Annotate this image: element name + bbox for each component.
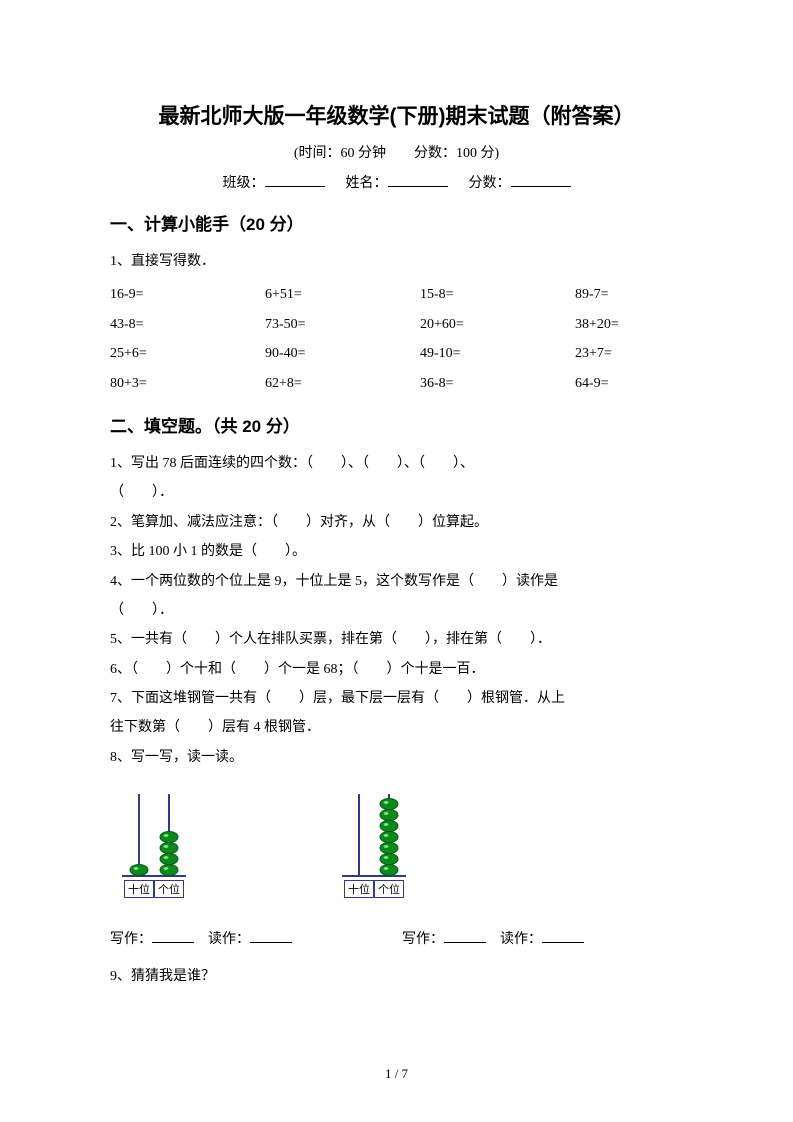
s2-q7b: 往下数第（ ）层有 4 根钢管． bbox=[110, 713, 683, 742]
name-blank bbox=[388, 172, 448, 187]
calc-cell: 64-9= bbox=[575, 369, 683, 398]
s1-q1-label: 1、直接写得数． bbox=[110, 247, 683, 276]
calc-cell: 38+20= bbox=[575, 310, 683, 339]
calc-cell: 25+6= bbox=[110, 339, 265, 368]
s2-q9: 9、猜猜我是谁？ bbox=[110, 962, 683, 991]
calc-cell: 43-8= bbox=[110, 310, 265, 339]
calc-cell: 62+8= bbox=[265, 369, 420, 398]
read-label: 读作： bbox=[208, 932, 250, 947]
s2-q7a: 7、下面这堆钢管一共有（ ）层，最下层一层有（ ）根钢管．从上 bbox=[110, 684, 683, 713]
calc-cell: 36-8= bbox=[420, 369, 575, 398]
info-line: 班级： 姓名： 分数： bbox=[110, 172, 683, 192]
calc-cell: 20+60= bbox=[420, 310, 575, 339]
read-blank bbox=[250, 928, 292, 943]
class-blank bbox=[265, 172, 325, 187]
calc-cell: 73-50= bbox=[265, 310, 420, 339]
write-blank bbox=[152, 928, 194, 943]
ab-label-ones: 个位 bbox=[154, 880, 184, 898]
s2-q5: 5、一共有（ ）个人在排队买票，排在第（ ），排在第（ ）． bbox=[110, 625, 683, 654]
write-read-left: 写作： 读作： bbox=[110, 928, 292, 948]
section1-head: 一、计算小能手（20 分） bbox=[110, 210, 683, 235]
score-label: 分数： bbox=[469, 176, 511, 191]
ab-label-tens: 十位 bbox=[124, 880, 154, 898]
s2-q1b: （ ）． bbox=[110, 478, 683, 507]
calc-cell: 90-40= bbox=[265, 339, 420, 368]
read-label: 读作： bbox=[500, 932, 542, 947]
abacus-left: 十位 个位 bbox=[120, 790, 190, 898]
ab-label-ones: 个位 bbox=[374, 880, 404, 898]
s2-q8: 8、写一写，读一读。 bbox=[110, 743, 683, 772]
calc-cell: 80+3= bbox=[110, 369, 265, 398]
write-blank bbox=[444, 928, 486, 943]
score-blank bbox=[511, 172, 571, 187]
subtitle: (时间：60 分钟 分数：100 分) bbox=[110, 142, 683, 162]
write-read-right: 写作： 读作： bbox=[402, 928, 584, 948]
write-label: 写作： bbox=[110, 932, 152, 947]
calc-cell: 6+51= bbox=[265, 280, 420, 309]
class-label: 班级： bbox=[223, 176, 265, 191]
abacus-right: 十位 个位 bbox=[340, 790, 410, 898]
s2-q4b: （ ）． bbox=[110, 596, 683, 625]
calc-cell: 89-7= bbox=[575, 280, 683, 309]
write-label: 写作： bbox=[402, 932, 444, 947]
page-title: 最新北师大版一年级数学(下册)期末试题（附答案） bbox=[110, 100, 683, 130]
name-label: 姓名： bbox=[346, 176, 388, 191]
read-blank bbox=[542, 928, 584, 943]
calc-cell: 23+7= bbox=[575, 339, 683, 368]
calc-cell: 16-9= bbox=[110, 280, 265, 309]
calc-cell: 15-8= bbox=[420, 280, 575, 309]
section2-head: 二、填空题。（共 20 分） bbox=[110, 412, 683, 437]
s2-q2: 2、笔算加、减法应注意：（ ）对齐，从（ ）位算起。 bbox=[110, 508, 683, 537]
calc-cell: 49-10= bbox=[420, 339, 575, 368]
s2-q6: 6、（ ）个十和（ ）个一是 68；（ ）个十是一百． bbox=[110, 655, 683, 684]
s2-q4a: 4、一个两位数的个位上是 9，十位上是 5，这个数写作是（ ）读作是 bbox=[110, 567, 683, 596]
s2-q1a: 1、写出 78 后面连续的四个数：（ ）、（ ）、（ ）、 bbox=[110, 449, 683, 478]
abacus-row: 十位 个位 十位 个位 bbox=[110, 790, 683, 898]
ab-label-tens: 十位 bbox=[344, 880, 374, 898]
s2-q3: 3、比 100 小 1 的数是（ ）。 bbox=[110, 537, 683, 566]
page-footer: 1 / 7 bbox=[0, 1066, 793, 1082]
calc-grid: 16-9= 6+51= 15-8= 89-7= 43-8= 73-50= 20+… bbox=[110, 280, 683, 398]
write-read-row: 写作： 读作： 写作： 读作： bbox=[110, 928, 683, 948]
